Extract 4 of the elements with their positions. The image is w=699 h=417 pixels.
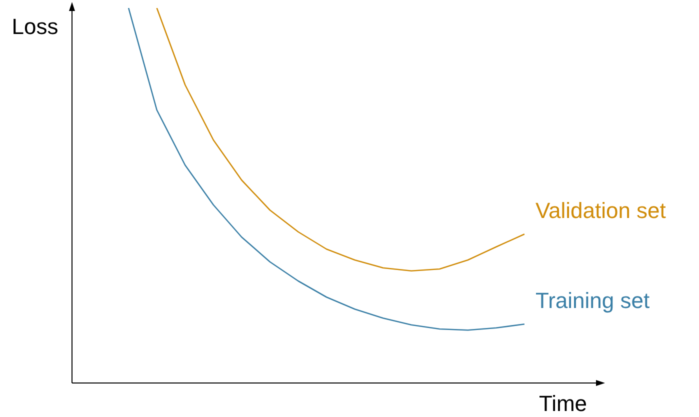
series-label: Validation set (535, 198, 666, 224)
series-label: Training set (535, 288, 650, 314)
x-axis-title: Time (538, 391, 588, 416)
y-axis-title: Loss (12, 14, 58, 40)
